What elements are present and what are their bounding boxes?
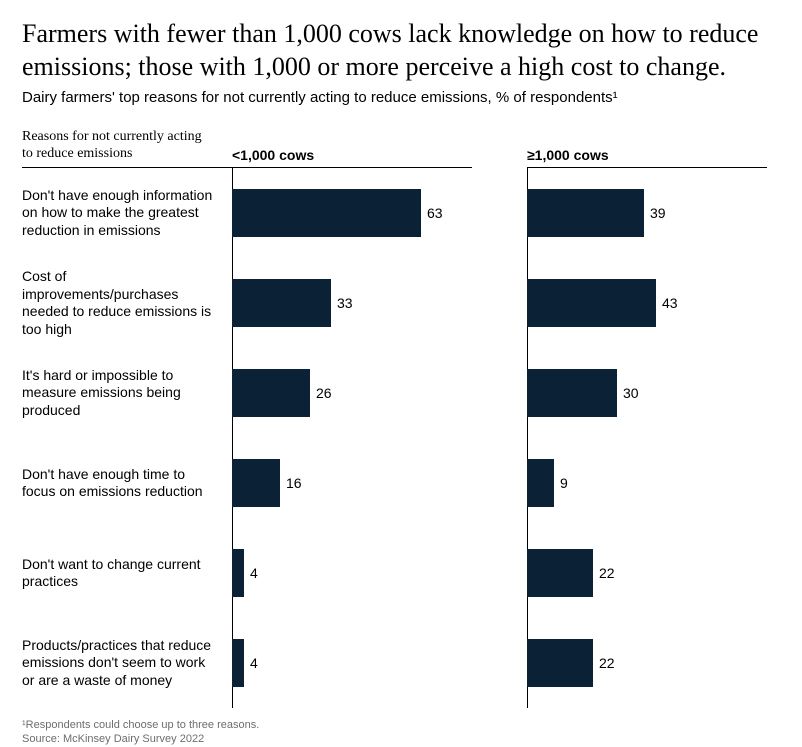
bar-value: 22 <box>599 565 615 581</box>
bar-value: 39 <box>650 205 666 221</box>
label-column-header: Reasons for not currently acting to redu… <box>22 124 232 168</box>
bar <box>232 279 331 327</box>
bar-value: 26 <box>316 385 332 401</box>
bars-group-a: 63 33 26 16 4 4 <box>232 168 472 708</box>
bar-row: 4 <box>232 528 472 618</box>
bar <box>527 279 656 327</box>
chart-subtitle: Dairy farmers' top reasons for not curre… <box>22 89 780 106</box>
bar-value: 43 <box>662 295 678 311</box>
bar-value: 22 <box>599 655 615 671</box>
bar-value: 4 <box>250 565 258 581</box>
bar-row: 26 <box>232 348 472 438</box>
bar-value: 30 <box>623 385 639 401</box>
bar <box>527 369 617 417</box>
bar-value: 33 <box>337 295 353 311</box>
bar <box>232 639 244 687</box>
bar <box>527 459 554 507</box>
bar <box>232 189 421 237</box>
bar <box>232 459 280 507</box>
bar <box>232 369 310 417</box>
group-column-b: ≥1,000 cows 39 43 30 9 22 22 <box>527 124 767 708</box>
bar <box>527 189 644 237</box>
label-column: Reasons for not currently acting to redu… <box>22 124 232 708</box>
bar-row: 33 <box>232 258 472 348</box>
bars-group-b: 39 43 30 9 22 22 <box>527 168 767 708</box>
bar-row: 9 <box>527 438 767 528</box>
bar-row: 22 <box>527 528 767 618</box>
chart-footer: ¹Respondents could choose up to three re… <box>22 718 780 747</box>
bar-row: 39 <box>527 168 767 258</box>
row-label: Cost of improvements/purchases needed to… <box>22 258 232 348</box>
bar-row: 4 <box>232 618 472 708</box>
row-label: Don't have enough time to focus on emiss… <box>22 438 232 528</box>
chart-title: Farmers with fewer than 1,000 cows lack … <box>22 18 780 83</box>
bar-value: 9 <box>560 475 568 491</box>
bar-value: 16 <box>286 475 302 491</box>
row-label: Don't have enough information on how to … <box>22 168 232 258</box>
row-label: Products/practices that reduce emissions… <box>22 618 232 708</box>
bar <box>527 549 593 597</box>
row-label: It's hard or impossible to measure emiss… <box>22 348 232 438</box>
footnote-text: ¹Respondents could choose up to three re… <box>22 718 780 732</box>
chart-area: Reasons for not currently acting to redu… <box>22 124 780 708</box>
bar-row: 43 <box>527 258 767 348</box>
bar-row: 30 <box>527 348 767 438</box>
row-label: Don't want to change current practices <box>22 528 232 618</box>
bar <box>527 639 593 687</box>
group-header-a: <1,000 cows <box>232 124 472 168</box>
group-column-a: <1,000 cows 63 33 26 16 4 4 <box>232 124 472 708</box>
bar-value: 4 <box>250 655 258 671</box>
bar-value: 63 <box>427 205 443 221</box>
bar-row: 22 <box>527 618 767 708</box>
bar-row: 16 <box>232 438 472 528</box>
group-header-b: ≥1,000 cows <box>527 124 767 168</box>
bar-row: 63 <box>232 168 472 258</box>
bar <box>232 549 244 597</box>
source-text: Source: McKinsey Dairy Survey 2022 <box>22 732 780 746</box>
